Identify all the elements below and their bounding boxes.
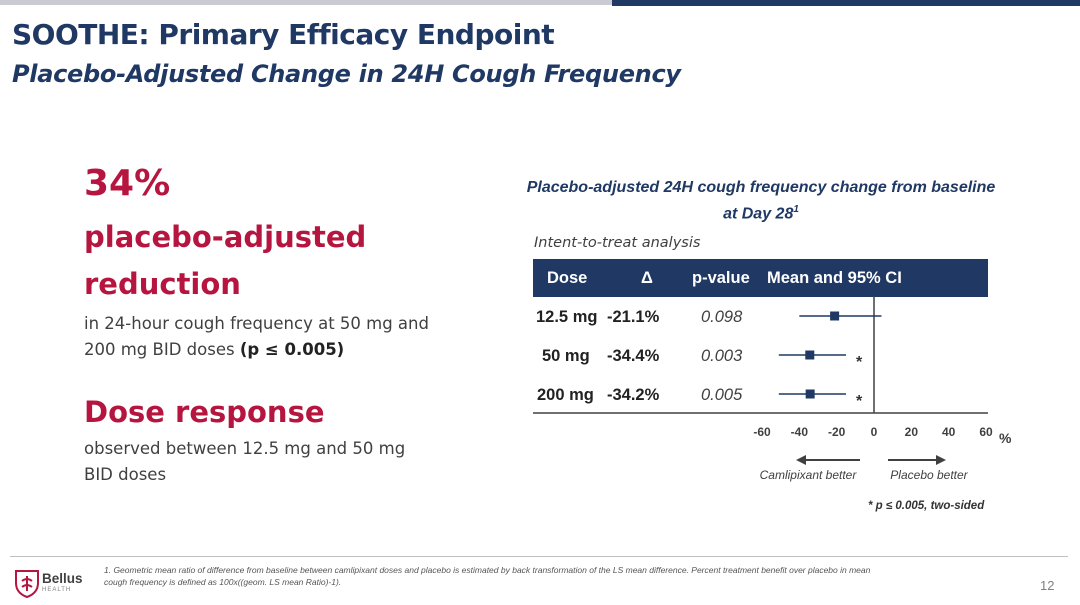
chart-title-footnote-ref: 1 [793, 204, 799, 215]
chart-title-line-2-text: at Day 28 [723, 205, 794, 223]
right-direction-label: Placebo better [890, 468, 968, 482]
mean-marker [805, 389, 815, 399]
x-tick-label: 60 [979, 425, 993, 439]
row-dose: 200 mg [537, 386, 594, 404]
mean-marker [830, 311, 840, 321]
description-p-value: (p ≤ 0.005) [239, 340, 345, 359]
shield-icon [15, 570, 39, 598]
methodology-footnote-line-1: 1. Geometric mean ratio of difference fr… [104, 565, 871, 575]
x-tick-label: 20 [905, 425, 919, 439]
header-delta: Δ [641, 269, 653, 287]
header-dose: Dose [547, 269, 588, 287]
row-p-value: 0.098 [701, 308, 743, 326]
dose-response-title: Dose response [84, 395, 325, 429]
significance-marker: * [856, 354, 863, 371]
slide-subtitle: Placebo-Adjusted Change in 24H Cough Fre… [12, 60, 681, 88]
left-direction-label: Camlipixant better [760, 468, 858, 482]
row-dose: 50 mg [542, 347, 590, 365]
chart-title-line-2: at Day 281 [496, 199, 1026, 225]
description-line-2: 200 mg BID doses (p ≤ 0.005) [84, 338, 344, 362]
top-accent-bar-light [0, 0, 612, 5]
x-tick-label: -20 [828, 425, 846, 439]
slide-title: SOOTHE: Primary Efficacy Endpoint [12, 18, 555, 51]
analysis-label: Intent-to-treat analysis [534, 235, 701, 251]
x-tick-label: -60 [753, 425, 771, 439]
footer-divider [10, 556, 1068, 557]
x-tick-label: 0 [871, 425, 878, 439]
significance-footnote: * p ≤ 0.005, two-sided [868, 500, 985, 512]
headline-value: 34% [84, 163, 171, 204]
row-dose: 12.5 mg [536, 308, 598, 326]
row-p-value: 0.003 [701, 347, 743, 365]
row-delta: -21.1% [607, 308, 660, 326]
header-p-value: p-value [692, 269, 750, 287]
chart-title-line-1: Placebo-adjusted 24H cough frequency cha… [526, 179, 996, 196]
mean-marker [805, 350, 815, 360]
methodology-footnote: 1. Geometric mean ratio of difference fr… [104, 564, 1004, 588]
header-mean-ci: Mean and 95% CI [767, 269, 902, 287]
headline-line-1: placebo-adjusted [84, 220, 367, 254]
logo-subtext: HEALTH [42, 587, 72, 593]
top-accent-bar [0, 0, 1080, 6]
row-p-value: 0.005 [701, 386, 743, 404]
logo-text: Bellus [42, 571, 83, 586]
right-arrow-head [936, 455, 946, 465]
description-line-1: in 24-hour cough frequency at 50 mg and [84, 314, 429, 333]
significance-marker: * [856, 393, 863, 410]
top-accent-bar-dark [612, 0, 1080, 6]
chart-title: Placebo-adjusted 24H cough frequency cha… [496, 177, 1026, 225]
methodology-footnote-line-2: cough frequency is defined as 100x((geom… [104, 577, 342, 587]
bellus-logo: Bellus HEALTH [14, 568, 114, 598]
x-tick-label: 40 [942, 425, 956, 439]
x-unit-label: % [999, 430, 1012, 446]
x-tick-label: -40 [791, 425, 809, 439]
dose-response-line-2: BID doses [84, 465, 167, 484]
page-number: 12 [1040, 578, 1055, 593]
row-delta: -34.2% [607, 386, 660, 404]
description-line-2-text: 200 mg BID doses [84, 340, 240, 359]
row-delta: -34.4% [607, 347, 660, 365]
dose-response-line-1: observed between 12.5 mg and 50 mg [84, 439, 406, 458]
headline-line-2: reduction [84, 267, 241, 301]
table-header: Dose Δ p-value Mean and 95% CI [533, 259, 988, 297]
left-arrow-head [796, 455, 806, 465]
